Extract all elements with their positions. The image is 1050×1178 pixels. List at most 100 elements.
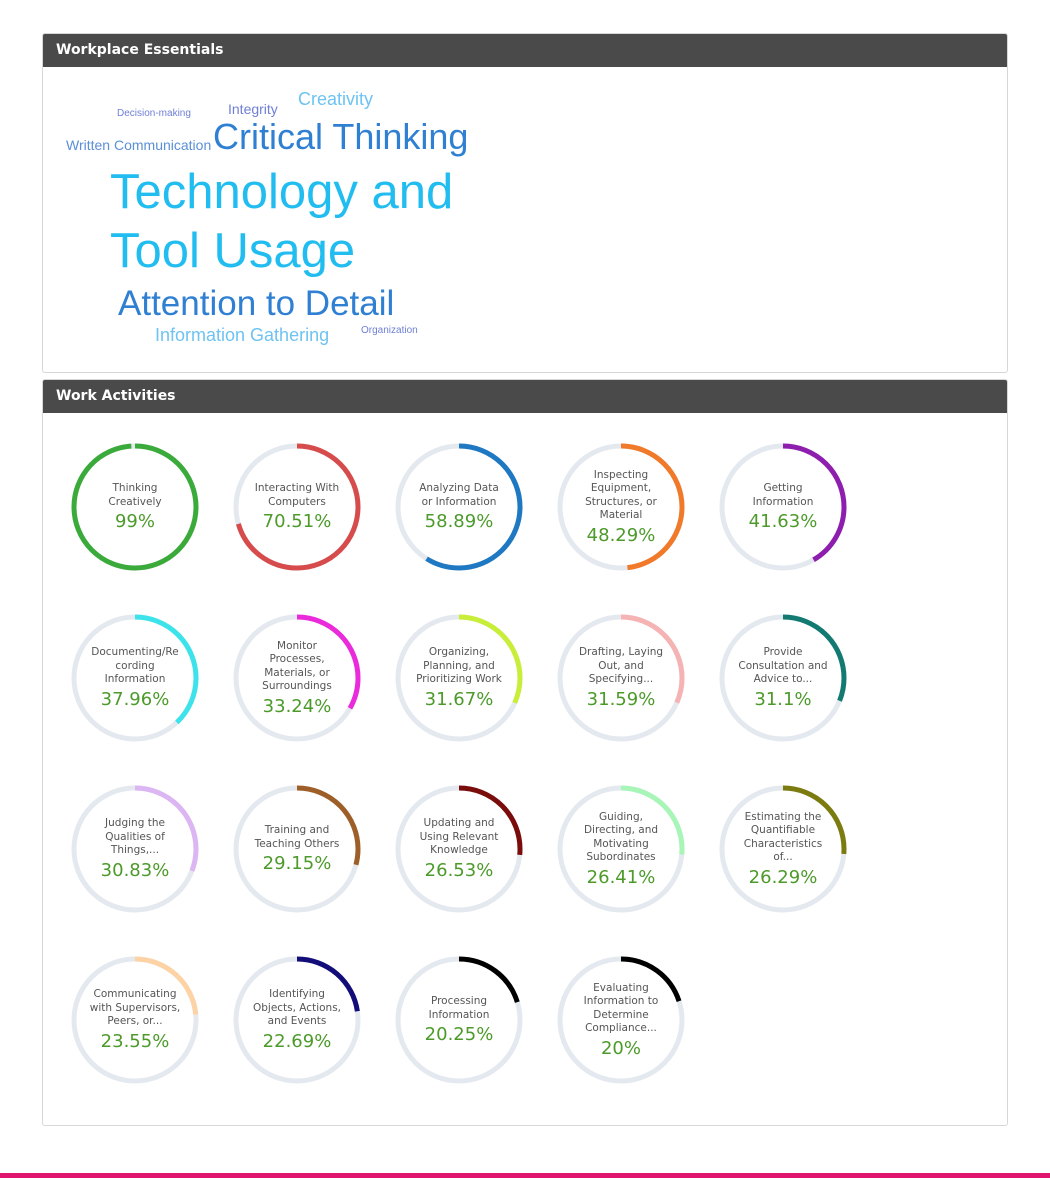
donut-progress-arc	[71, 614, 199, 742]
donut-center: Guiding, Directing, and Motivating Subor…	[571, 799, 671, 899]
donut-chart	[557, 785, 685, 913]
activity-label: Thinking Creatively	[108, 482, 162, 508]
activity-donut: Inspecting Equipment, Structures, or Mat…	[556, 442, 686, 572]
footer-accent-bar	[0, 1173, 1050, 1178]
donut-center: Communicating with Supervisors, Peers, o…	[85, 970, 185, 1070]
activity-donut: Training and Teaching Others 29.15%	[232, 784, 362, 914]
activity-value: 30.83%	[100, 859, 170, 881]
activity-donut: Processing Information 20.25%	[394, 955, 524, 1085]
donut-progress-arc	[557, 956, 685, 1084]
donut-chart	[233, 956, 361, 1084]
activity-donut: Getting Information 41.63%	[718, 442, 848, 572]
activity-label: Documenting/Re cording Information	[91, 646, 179, 686]
activity-value: 26.53%	[424, 859, 494, 881]
donut-progress-arc	[233, 956, 361, 1084]
activity-label: Inspecting Equipment, Structures, or Mat…	[585, 468, 657, 522]
donut-center: Interacting With Computers 70.51%	[247, 457, 347, 557]
activity-label: Updating and Using Relevant Knowledge	[419, 817, 499, 857]
activity-donut: Monitor Processes, Materials, or Surroun…	[232, 613, 362, 743]
cloud-word: Information Gathering	[155, 325, 330, 345]
activity-label: Identifying Objects, Actions, and Events	[252, 988, 342, 1028]
activity-donut: Analyzing Data or Information 58.89%	[394, 442, 524, 572]
donut-progress-arc	[71, 785, 199, 913]
donut-center: Processing Information 20.25%	[409, 970, 509, 1070]
activity-label: Evaluating Information to Determine Comp…	[583, 981, 659, 1035]
donut-progress-arc	[557, 443, 685, 571]
activity-value: 20.25%	[424, 1024, 494, 1045]
donut-progress-arc	[395, 614, 523, 742]
donut-center: Updating and Using Relevant Knowledge 26.…	[409, 799, 509, 899]
activity-donut: Provide Consultation and Advice to... 31.…	[718, 613, 848, 743]
donut-progress-arc	[71, 956, 199, 1084]
donut-progress-arc	[557, 785, 685, 913]
activity-donut: Drafting, Laying Out, and Specifying... 3…	[556, 613, 686, 743]
activity-donut: Identifying Objects, Actions, and Events…	[232, 955, 362, 1085]
donut-chart	[233, 443, 361, 571]
activity-label: Drafting, Laying Out, and Specifying...	[578, 646, 664, 686]
donut-progress-arc	[71, 443, 199, 571]
activity-value: 26.41%	[586, 866, 656, 888]
activity-donut: Thinking Creatively 99%	[70, 442, 200, 572]
donut-chart	[233, 614, 361, 742]
donut-center: Training and Teaching Others 29.15%	[247, 799, 347, 899]
donut-chart	[71, 956, 199, 1084]
activity-value: 31.59%	[586, 688, 656, 710]
activity-label: Organizing, Planning, and Prioritizing W…	[416, 646, 502, 686]
cloud-word: Creativity	[298, 89, 374, 109]
donut-chart	[557, 956, 685, 1084]
donut-progress-arc	[557, 614, 685, 742]
donut-center: Evaluating Information to Determine Comp…	[571, 970, 671, 1070]
donut-chart	[233, 785, 361, 913]
donut-progress-arc	[719, 614, 847, 742]
activity-value: 22.69%	[262, 1030, 332, 1052]
cloud-word: Decision-making	[117, 108, 191, 119]
activity-donut: Evaluating Information to Determine Comp…	[556, 955, 686, 1085]
donut-progress-arc	[233, 614, 361, 742]
activity-value: 41.63%	[748, 511, 818, 532]
donut-progress-arc	[719, 785, 847, 913]
donut-chart	[71, 785, 199, 913]
activity-value: 20%	[600, 1037, 641, 1059]
cloud-word: Organization	[361, 325, 418, 336]
activity-label: Judging the Qualities of Things,...	[105, 817, 165, 857]
cloud-word: Critical Thinking	[213, 116, 469, 157]
donut-center: Identifying Objects, Actions, and Events…	[247, 970, 347, 1070]
activity-label: Monitor Processes, Materials, or Surroun…	[262, 639, 332, 693]
donut-center: Monitor Processes, Materials, or Surroun…	[247, 628, 347, 728]
activity-donut: Communicating with Supervisors, Peers, o…	[70, 955, 200, 1085]
activity-label: Interacting With Computers	[254, 482, 340, 508]
activity-donut: Documenting/Re cording Information 37.96%	[70, 613, 200, 743]
donut-progress-arc	[233, 785, 361, 913]
activity-label: Estimating the Quantifiable Characterist…	[743, 810, 823, 864]
donut-chart	[71, 614, 199, 742]
donut-center: Drafting, Laying Out, and Specifying... 3…	[571, 628, 671, 728]
activity-value: 37.96%	[100, 688, 170, 710]
activity-label: Getting Information	[752, 482, 814, 508]
donut-chart	[719, 785, 847, 913]
donut-chart	[395, 614, 523, 742]
donut-center: Provide Consultation and Advice to... 31.…	[733, 628, 833, 728]
activity-value: 99%	[114, 511, 155, 532]
activity-value: 29.15%	[262, 853, 332, 874]
activity-value: 31.67%	[424, 688, 494, 710]
activity-donut: Judging the Qualities of Things,... 30.83…	[70, 784, 200, 914]
activity-value: 23.55%	[100, 1030, 170, 1052]
activity-donut: Guiding, Directing, and Motivating Subor…	[556, 784, 686, 914]
activity-label: Provide Consultation and Advice to...	[738, 646, 828, 686]
donut-center: Getting Information 41.63%	[733, 457, 833, 557]
donut-progress-arc	[395, 956, 523, 1084]
activity-value: 31.1%	[754, 688, 812, 710]
donut-center: Inspecting Equipment, Structures, or Mat…	[571, 457, 671, 557]
donut-center: Documenting/Re cording Information 37.96%	[85, 628, 185, 728]
activity-value: 33.24%	[262, 695, 332, 717]
activity-value: 26.29%	[748, 866, 818, 888]
activity-value: 70.51%	[262, 511, 332, 532]
activity-donut: Interacting With Computers 70.51%	[232, 442, 362, 572]
donut-progress-arc	[395, 785, 523, 913]
cloud-word: Technology and	[110, 165, 454, 219]
cloud-word: Attention to Detail	[118, 284, 395, 323]
donut-center: Judging the Qualities of Things,... 30.83…	[85, 799, 185, 899]
activity-donut: Organizing, Planning, and Prioritizing W…	[394, 613, 524, 743]
activity-label: Guiding, Directing, and Motivating Subor…	[583, 810, 659, 864]
donut-center: Analyzing Data or Information 58.89%	[409, 457, 509, 557]
